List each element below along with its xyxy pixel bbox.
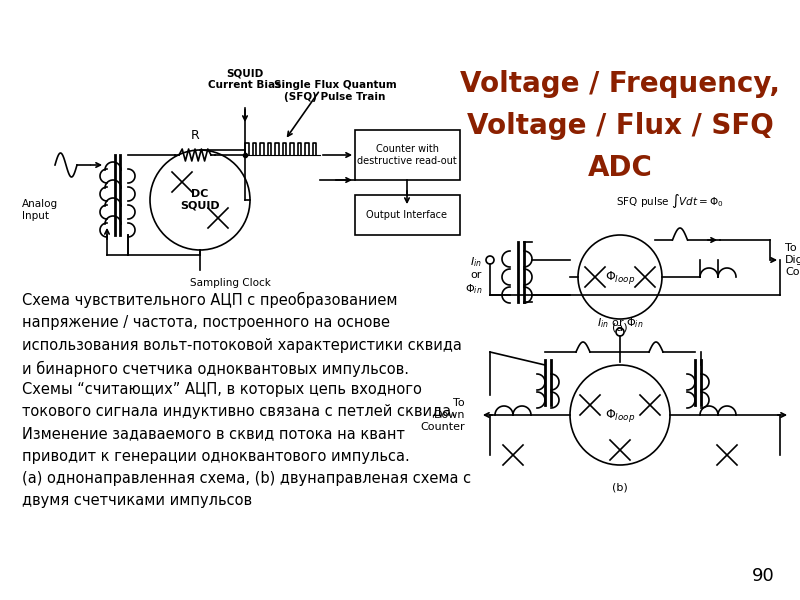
Text: R: R — [190, 129, 199, 142]
Text: DC
SQUID: DC SQUID — [180, 189, 220, 211]
Text: (a): (a) — [612, 322, 628, 332]
Text: To
Down
Counter: To Down Counter — [420, 398, 465, 431]
Text: (b): (b) — [612, 482, 628, 492]
Text: $I_{in}$ or $\Phi_{in}$: $I_{in}$ or $\Phi_{in}$ — [597, 316, 643, 330]
Text: Output Interface: Output Interface — [366, 210, 447, 220]
Text: SQUID
Current Bias: SQUID Current Bias — [208, 68, 282, 90]
Text: 90: 90 — [752, 567, 775, 585]
Text: Схема чувствительного АЦП с преобразованием
напряжение / частота, построенного н: Схема чувствительного АЦП с преобразован… — [22, 292, 462, 377]
Text: $I_{in}$
or
$\Phi_{in}$: $I_{in}$ or $\Phi_{in}$ — [465, 255, 482, 296]
Text: $\Phi_{loop}$: $\Phi_{loop}$ — [605, 407, 635, 424]
Text: Single Flux Quantum
(SFQ) Pulse Train: Single Flux Quantum (SFQ) Pulse Train — [274, 80, 396, 101]
Text: SFQ pulse $\int Vdt = \Phi_0$: SFQ pulse $\int Vdt = \Phi_0$ — [616, 192, 724, 210]
Text: Схемы “считающих” АЦП, в которых цепь входного
токового сигнала индуктивно связа: Схемы “считающих” АЦП, в которых цепь вх… — [22, 382, 471, 508]
Text: Counter with
destructive read-out: Counter with destructive read-out — [357, 144, 457, 166]
Text: ADC: ADC — [587, 154, 653, 182]
Text: Voltage / Flux / SFQ: Voltage / Flux / SFQ — [466, 112, 774, 140]
Text: Sampling Clock: Sampling Clock — [190, 278, 270, 288]
Text: To
Digital
Counter: To Digital Counter — [785, 244, 800, 277]
Text: $\Phi_{loop}$: $\Phi_{loop}$ — [605, 269, 635, 286]
Text: Voltage / Frequency,: Voltage / Frequency, — [460, 70, 780, 98]
Text: Analog
Input: Analog Input — [22, 199, 58, 221]
